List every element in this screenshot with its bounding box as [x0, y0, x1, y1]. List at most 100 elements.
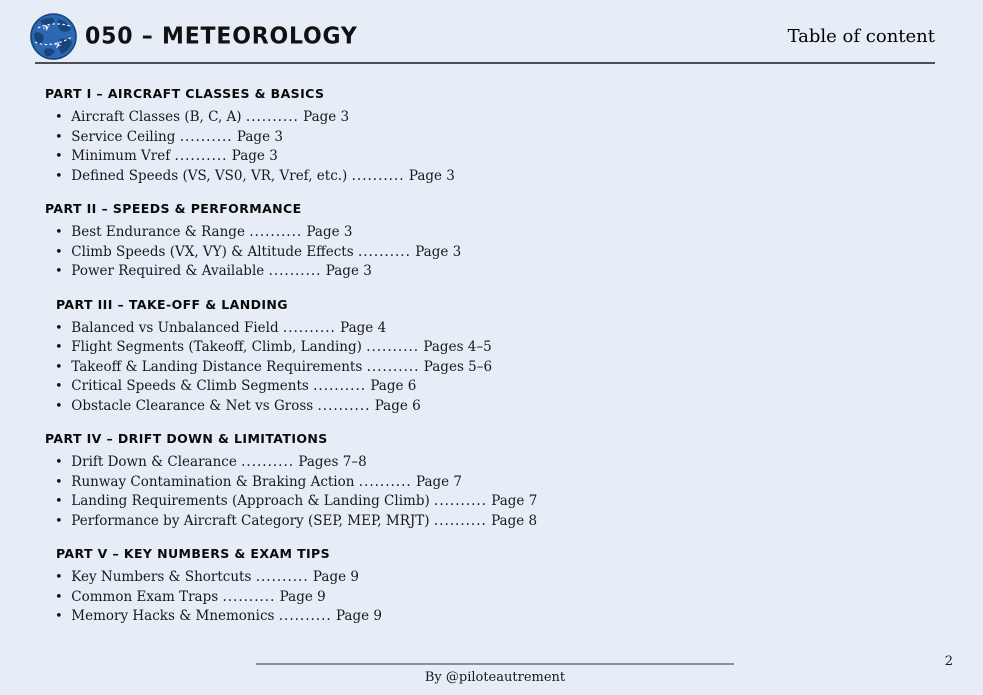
- entry-label: Drift Down & Clearance: [71, 454, 237, 470]
- entry-page: Page 3: [408, 167, 455, 184]
- bullet-icon: •: [55, 225, 63, 240]
- entry-label: Common Exam Traps: [71, 588, 219, 605]
- dot-leader: ..........: [278, 608, 332, 624]
- entry-label: Balanced vs Unbalanced Field: [71, 319, 279, 336]
- toc-entry[interactable]: • Best Endurance & Range .......... Page…: [45, 223, 943, 243]
- toc-entry[interactable]: • Memory Hacks & Mnemonics .......... Pa…: [45, 607, 943, 627]
- entry-label: Takeoff & Landing Distance Requirements: [71, 358, 363, 375]
- entry-page: Page 3: [231, 148, 278, 164]
- toc-entry[interactable]: • Minimum Vref .......... Page 3: [45, 147, 943, 167]
- dot-leader: ..........: [245, 109, 299, 125]
- entry-page: Page 9: [335, 608, 382, 624]
- dot-leader: ..........: [357, 243, 411, 260]
- entry-page: Page 3: [236, 128, 283, 145]
- toc-entry[interactable]: • Balanced vs Unbalanced Field .........…: [45, 319, 943, 339]
- entry-label: Critical Speeds & Climb Segments: [71, 378, 309, 394]
- dot-leader: ..........: [222, 588, 276, 605]
- globe-logo-icon: ✈ ✈: [30, 12, 77, 60]
- entry-page: Page 3: [306, 224, 353, 240]
- bullet-icon: •: [55, 455, 63, 470]
- section-heading: PART II – SPEEDS & PERFORMANCE: [45, 201, 302, 216]
- toc-entry[interactable]: • Climb Speeds (VX, VY) & Altitude Effec…: [45, 243, 943, 263]
- toc-entry[interactable]: • Performance by Aircraft Category (SEP,…: [45, 512, 943, 532]
- entry-page: Page 6: [374, 397, 421, 414]
- toc-entry[interactable]: • Obstacle Clearance & Net vs Gross ....…: [45, 397, 943, 417]
- toc-entry[interactable]: • Flight Segments (Takeoff, Climb, Landi…: [45, 338, 943, 358]
- course-title: 050 – METEOROLOGY: [85, 22, 358, 50]
- toc-entry[interactable]: • Drift Down & Clearance .......... Page…: [45, 453, 943, 473]
- dot-leader: ..........: [358, 473, 412, 490]
- toc-page-label: Table of content: [787, 25, 935, 47]
- entry-page: Page 8: [491, 512, 538, 529]
- section-heading: PART I – AIRCRAFT CLASSES & BASICS: [45, 86, 325, 101]
- header-divider: [35, 62, 935, 64]
- toc-entry[interactable]: • Power Required & Available .......... …: [45, 262, 943, 282]
- entry-label: Flight Segments (Takeoff, Climb, Landing…: [71, 339, 362, 355]
- dot-leader: ..........: [282, 319, 336, 336]
- page-number: 2: [944, 654, 953, 669]
- bullet-icon: •: [55, 379, 63, 394]
- section-heading: PART V – KEY NUMBERS & EXAM TIPS: [56, 546, 331, 561]
- svg-text:✈: ✈: [53, 40, 63, 52]
- toc-section-part-1: PART I – AIRCRAFT CLASSES & BASICS • Air…: [45, 87, 943, 186]
- bullet-icon: •: [55, 609, 63, 624]
- entry-label: Defined Speeds (VS, VS0, VR, Vref, etc.): [71, 167, 348, 184]
- entry-page: Page 7: [415, 473, 463, 490]
- toc-entry[interactable]: • Takeoff & Landing Distance Requirement…: [45, 358, 943, 378]
- entry-page: Page 6: [370, 378, 417, 394]
- entry-label: Power Required & Available: [71, 263, 265, 279]
- toc-section-part-4: PART IV – DRIFT DOWN & LIMITATIONS • Dri…: [45, 432, 943, 531]
- dot-leader: ..........: [313, 378, 367, 394]
- entry-page: Page 3: [303, 109, 350, 125]
- toc-section-part-3: PART III – TAKE-OFF & LANDING • Balanced…: [45, 296, 943, 417]
- bullet-icon: •: [55, 589, 63, 605]
- dot-leader: ..........: [366, 339, 420, 355]
- entry-page: Page 9: [279, 588, 326, 605]
- toc-entry[interactable]: • Key Numbers & Shortcuts .......... Pag…: [45, 568, 943, 588]
- dot-leader: ..........: [434, 493, 487, 509]
- entry-label: Performance by Aircraft Category (SEP, M…: [71, 512, 430, 529]
- entry-page: Pages 7–8: [298, 454, 367, 470]
- toc-entry[interactable]: • Aircraft Classes (B, C, A) .......... …: [45, 108, 943, 128]
- toc-section-part-5: PART V – KEY NUMBERS & EXAM TIPS • Key N…: [45, 547, 943, 627]
- entry-page: Page 3: [325, 263, 372, 279]
- dot-leader: ..........: [317, 397, 371, 414]
- dot-leader: ..........: [366, 358, 420, 375]
- dot-leader: ..........: [241, 454, 295, 470]
- entry-label: Landing Requirements (Approach & Landing…: [71, 493, 430, 509]
- bullet-icon: •: [55, 149, 63, 164]
- toc-entry[interactable]: • Landing Requirements (Approach & Landi…: [45, 492, 943, 512]
- bullet-icon: •: [55, 398, 63, 414]
- bullet-icon: •: [55, 359, 63, 375]
- bullet-icon: •: [55, 570, 63, 585]
- entry-label: Aircraft Classes (B, C, A): [71, 109, 242, 125]
- toc-entry[interactable]: • Runway Contamination & Braking Action …: [45, 473, 943, 493]
- entry-page: Pages 5–6: [423, 358, 493, 375]
- entry-label: Climb Speeds (VX, VY) & Altitude Effects: [71, 243, 354, 260]
- entry-page: Page 9: [312, 569, 359, 585]
- svg-text:✈: ✈: [42, 22, 53, 34]
- page-header: ✈ ✈ 050 – METEOROLOGY Table of content: [0, 0, 983, 62]
- dot-leader: ..........: [351, 167, 405, 184]
- entry-label: Memory Hacks & Mnemonics: [71, 608, 275, 624]
- entry-label: Best Endurance & Range: [71, 224, 245, 240]
- footer-divider: [256, 663, 734, 665]
- entry-label: Runway Contamination & Braking Action: [71, 473, 355, 490]
- bullet-icon: •: [55, 513, 63, 529]
- dot-leader: ..........: [179, 128, 233, 145]
- toc-entry[interactable]: • Defined Speeds (VS, VS0, VR, Vref, etc…: [45, 167, 943, 187]
- entry-label: Minimum Vref: [71, 148, 171, 164]
- toc-entry[interactable]: • Common Exam Traps .......... Page 9: [45, 588, 943, 608]
- dot-leader: ..........: [249, 224, 303, 240]
- toc-entry[interactable]: • Critical Speeds & Climb Segments .....…: [45, 377, 943, 397]
- bullet-icon: •: [55, 474, 63, 490]
- entry-page: Page 7: [491, 493, 538, 509]
- toc-entry[interactable]: • Service Ceiling .......... Page 3: [45, 128, 943, 148]
- section-heading: PART III – TAKE-OFF & LANDING: [56, 296, 288, 312]
- bullet-icon: •: [55, 320, 63, 336]
- dot-leader: ..........: [433, 512, 487, 529]
- bullet-icon: •: [55, 340, 63, 355]
- toc-content: PART I – AIRCRAFT CLASSES & BASICS • Air…: [0, 64, 983, 643]
- entry-label: Service Ceiling: [71, 128, 176, 145]
